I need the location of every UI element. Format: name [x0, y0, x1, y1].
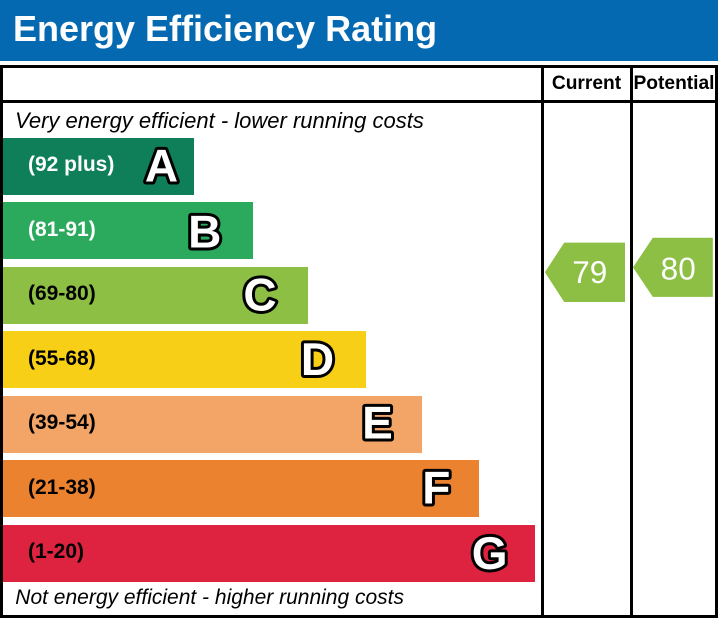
- svg-text:80: 80: [661, 250, 696, 286]
- svg-text:E: E: [362, 397, 393, 449]
- svg-text:G: G: [472, 527, 508, 579]
- svg-text:C: C: [243, 268, 276, 320]
- svg-text:B: B: [188, 205, 221, 257]
- svg-text:F: F: [422, 462, 450, 514]
- svg-text:D: D: [301, 333, 334, 385]
- svg-text:79: 79: [572, 254, 607, 290]
- svg-text:A: A: [145, 139, 178, 191]
